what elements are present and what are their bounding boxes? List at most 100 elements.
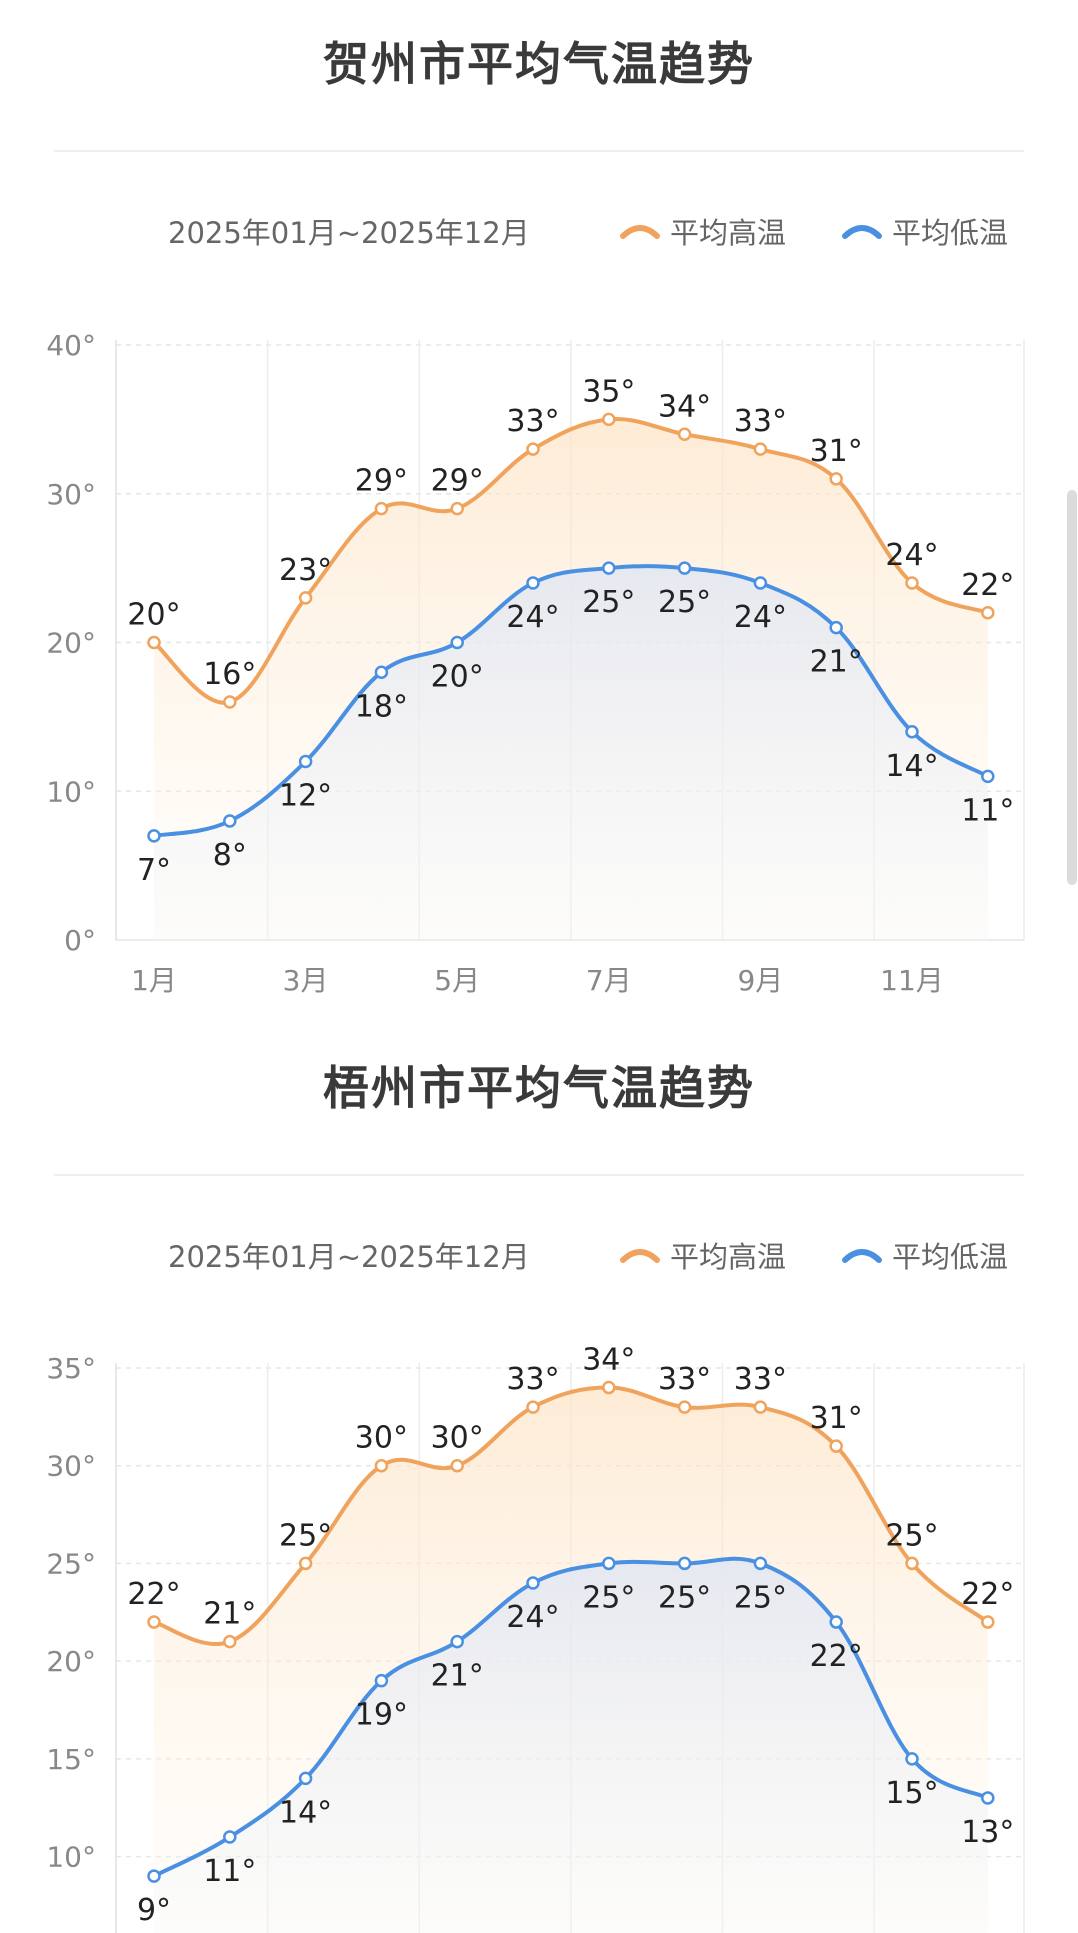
low-data-point[interactable]	[677, 1556, 692, 1571]
high-series-line	[152, 417, 989, 705]
scrollbar[interactable]	[1067, 490, 1077, 885]
low-data-point[interactable]	[602, 561, 616, 575]
low-data-point[interactable]	[450, 635, 464, 650]
high-data-point[interactable]	[147, 1615, 161, 1629]
y-tick-label: 15°	[46, 1743, 96, 1776]
high-data-label: 31°	[810, 434, 863, 469]
high-data-point[interactable]	[602, 412, 616, 427]
high-data-point[interactable]	[450, 501, 464, 516]
low-data-point[interactable]	[905, 725, 919, 739]
low-data-label: 25°	[582, 1580, 635, 1615]
hezhou-temperature-chart: 0° 10° 20° 30° 40° 1月 3月 5月 7月 9月 11月 20° 16° 23° 29° 2…	[46, 329, 1025, 997]
y-tick-label: 30°	[46, 478, 96, 511]
high-data-point[interactable]	[298, 591, 313, 605]
low-data-label: 8°	[213, 838, 247, 873]
high-data-point[interactable]	[223, 695, 237, 709]
low-data-point[interactable]	[526, 576, 540, 590]
low-data-label: 25°	[582, 585, 635, 620]
high-data-point[interactable]	[526, 1400, 540, 1414]
legend-low-swatch-icon	[842, 225, 882, 239]
low-data-point[interactable]	[223, 814, 237, 828]
high-data-point[interactable]	[981, 606, 995, 620]
high-data-point[interactable]	[602, 1380, 616, 1395]
low-data-point[interactable]	[753, 1556, 768, 1571]
high-data-point[interactable]	[526, 442, 540, 456]
low-data-point[interactable]	[147, 1869, 161, 1883]
x-tick-label: 1月	[131, 964, 177, 997]
high-data-label: 25°	[885, 1518, 938, 1553]
low-data-label: 12°	[279, 779, 332, 814]
high-data-point[interactable]	[374, 1458, 389, 1473]
y-tick-label: 20°	[46, 1645, 96, 1678]
high-data-point[interactable]	[753, 1400, 768, 1414]
high-data-label: 22°	[961, 568, 1014, 603]
legend-high[interactable]: 平均高温	[620, 1234, 786, 1276]
high-data-label: 30°	[355, 1421, 408, 1456]
high-data-label: 33°	[506, 1362, 559, 1397]
legend-low[interactable]: 平均低温	[842, 1234, 1008, 1276]
low-data-point[interactable]	[677, 561, 692, 575]
low-data-point[interactable]	[981, 769, 995, 784]
high-data-label: 34°	[582, 1343, 635, 1378]
low-data-point[interactable]	[981, 1791, 995, 1805]
high-data-label: 29°	[355, 464, 408, 499]
high-data-label: 23°	[279, 553, 332, 588]
legend-low-label: 平均低温	[892, 1240, 1009, 1274]
high-data-point[interactable]	[905, 1556, 919, 1571]
low-data-point[interactable]	[450, 1634, 464, 1649]
high-data-point[interactable]	[905, 576, 919, 590]
y-tick-label: 35°	[46, 1352, 96, 1385]
high-data-point[interactable]	[829, 472, 843, 486]
low-data-point[interactable]	[526, 1576, 540, 1590]
high-data-point[interactable]	[981, 1615, 995, 1629]
low-data-point[interactable]	[905, 1752, 919, 1766]
x-tick-label: 7月	[586, 964, 632, 997]
low-data-point[interactable]	[829, 620, 843, 635]
y-tick-label: 0°	[64, 924, 96, 957]
y-tick-label: 25°	[46, 1547, 96, 1580]
high-data-label: 25°	[279, 1518, 332, 1553]
high-data-point[interactable]	[223, 1634, 237, 1649]
low-data-point[interactable]	[298, 754, 313, 769]
low-data-label: 18°	[355, 689, 408, 724]
high-data-point[interactable]	[374, 501, 389, 516]
low-data-point[interactable]	[298, 1771, 313, 1786]
high-data-label: 34°	[658, 389, 711, 424]
high-data-point[interactable]	[298, 1556, 313, 1571]
legend-high-label: 平均高温	[670, 216, 787, 250]
high-data-label: 21°	[203, 1597, 256, 1632]
high-data-point[interactable]	[450, 1458, 464, 1473]
legend-low-swatch-icon	[842, 1249, 882, 1263]
high-data-label: 20°	[127, 598, 180, 633]
low-data-point[interactable]	[374, 665, 389, 679]
low-data-label: 25°	[658, 585, 711, 620]
low-area	[154, 566, 988, 940]
low-data-label: 14°	[279, 1795, 332, 1830]
low-data-label: 21°	[431, 1659, 484, 1694]
low-data-point[interactable]	[602, 1556, 616, 1571]
high-data-point[interactable]	[677, 1400, 692, 1414]
high-data-label: 16°	[203, 657, 256, 692]
low-data-point[interactable]	[223, 1830, 237, 1844]
low-data-point[interactable]	[753, 576, 768, 590]
y-tick-label: 20°	[46, 627, 96, 660]
legend-high[interactable]: 平均高温	[620, 210, 786, 252]
high-data-point[interactable]	[677, 427, 692, 441]
high-data-label: 33°	[506, 404, 559, 439]
low-data-label: 22°	[810, 1639, 863, 1674]
high-data-label: 35°	[582, 374, 635, 409]
high-data-label: 29°	[431, 464, 484, 499]
legend-low[interactable]: 平均低温	[842, 210, 1008, 252]
low-data-point[interactable]	[147, 829, 161, 843]
high-data-point[interactable]	[147, 635, 161, 650]
high-data-label: 24°	[885, 538, 938, 573]
high-data-point[interactable]	[753, 442, 768, 456]
low-data-label: 25°	[734, 1580, 787, 1615]
low-data-label: 19°	[355, 1698, 408, 1733]
low-data-point[interactable]	[829, 1615, 843, 1629]
high-data-point[interactable]	[829, 1439, 843, 1453]
low-data-point[interactable]	[374, 1673, 389, 1688]
low-data-label: 15°	[885, 1776, 938, 1811]
x-tick-label: 9月	[737, 964, 783, 997]
